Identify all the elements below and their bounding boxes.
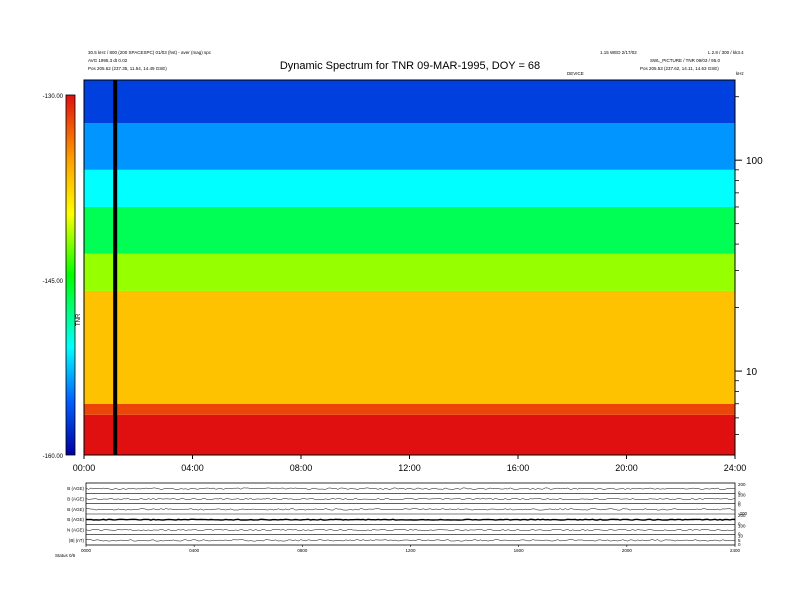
panel-right-tick: 5 — [738, 538, 741, 543]
spectrum-band-2 — [84, 290, 735, 404]
x-tick-label: 16:00 — [507, 463, 530, 473]
panel-label: |B| (nT) — [69, 538, 84, 543]
x-tick-label: 00:00 — [73, 463, 96, 473]
colorbar-tick-bottom: -160.00 — [43, 454, 64, 460]
panel-right-tick: -200 — [738, 511, 748, 516]
y-tick-label: 100 — [746, 156, 763, 167]
y-tick-label: 10 — [746, 367, 758, 378]
panel-x-label: 2000 — [622, 548, 633, 553]
header-right-line-2: L 2.8 / 300 / kk3.4 — [708, 50, 744, 55]
panel-right-tick: 0 — [738, 521, 741, 526]
spectrum-band-4 — [84, 206, 735, 254]
x-tick-label: 20:00 — [615, 463, 638, 473]
spectrum-band-5 — [84, 169, 735, 207]
panel-trace — [85, 518, 736, 521]
panel-x-label: 0800 — [297, 548, 308, 553]
spectrum-band-7 — [84, 80, 735, 124]
x-axis: 00:00 04:00 08:00 12:00 16:00 20:00 24:00 — [73, 455, 747, 473]
spectrogram — [84, 80, 735, 455]
panel-right-tick: 0 — [738, 532, 741, 537]
colorbar-tick-top: -130.00 — [43, 94, 64, 100]
panel-right-tick: 10 — [738, 534, 744, 539]
panel-x-label: 1200 — [405, 548, 416, 553]
header-left-line-3: Pos 205.62 (237.35, 11.54, 14.49 GSE) — [88, 66, 167, 71]
panel-label: B (AGE) — [67, 497, 84, 502]
x-tick-label: 04:00 — [181, 463, 204, 473]
panel-x-label: 0000 — [81, 548, 92, 553]
panel-right-tick: 0 — [738, 542, 741, 547]
panel-right-tick: 0 — [738, 503, 741, 508]
header-right-line-3: SWL_PICTURE / TNR 09/03 / 95.0 — [650, 58, 720, 63]
panel-right-tick: 0 — [738, 490, 741, 495]
header-right-line-1: 1.15 WED 2/17/02 — [600, 50, 637, 55]
panel-label: B (AGE) — [67, 486, 84, 491]
chart-title: Dynamic Spectrum for TNR 09-MAR-1995, DO… — [280, 60, 540, 72]
panel-trace — [85, 528, 736, 532]
colorbar — [65, 94, 76, 456]
panel-x-label: 1600 — [514, 548, 525, 553]
panel-trace — [85, 487, 736, 490]
panel-trace — [85, 539, 736, 542]
panel-label: B (AGE) — [67, 507, 84, 512]
panel-trace — [85, 508, 736, 511]
colorbar-label: TNR — [76, 313, 82, 326]
panel-right-tick: 100 — [738, 523, 746, 528]
spectrum-band-1 — [84, 403, 735, 415]
panel-right-tick: 0 — [738, 501, 741, 506]
x-tick-label: 12:00 — [398, 463, 421, 473]
spectrum-band-3 — [84, 253, 735, 291]
footer-status: Status 0/5 — [55, 553, 76, 558]
panel-right-tick: 200 — [738, 482, 746, 487]
panel-right-tick: 200 — [738, 513, 746, 518]
header-right-unit: kHz — [736, 71, 744, 76]
spectrum-band-6 — [84, 123, 735, 170]
header-left-line-1: 30.5 kHz / 800 (200 SPACESPC) 01/03 (hst… — [88, 50, 212, 55]
header-right-line-4: Pos 205.53 (237.62, 14.11, 14.63 GSE) — [640, 66, 719, 71]
panel-x-label: 0400 — [189, 548, 200, 553]
panel-right-tick: 200 — [738, 492, 746, 497]
colorbar-tick-mid: -145.00 — [43, 279, 64, 285]
panel-label: B (AGE) — [67, 517, 84, 522]
x-tick-label: 08:00 — [290, 463, 313, 473]
panel-label: N (AGE) — [67, 528, 85, 533]
panel-x-label: 2400 — [730, 548, 741, 553]
y-axis: 100 10 — [735, 96, 763, 435]
panel-trace — [85, 497, 736, 501]
header-center-small: DEVICE — [567, 71, 584, 76]
spectrum-band-0 — [84, 414, 735, 455]
x-tick-label: 24:00 — [724, 463, 747, 473]
header-left-line-2: AVG 1995.3 dt 0.02 — [88, 58, 128, 63]
